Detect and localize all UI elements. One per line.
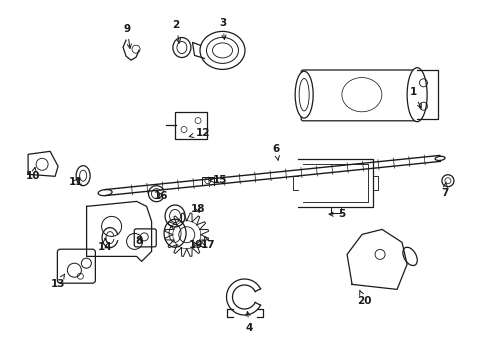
Text: 2: 2 xyxy=(172,20,180,43)
Text: 15: 15 xyxy=(209,175,227,185)
Text: 10: 10 xyxy=(26,167,41,181)
Ellipse shape xyxy=(200,31,244,69)
Text: 17: 17 xyxy=(200,237,215,250)
Text: 20: 20 xyxy=(356,290,371,306)
Ellipse shape xyxy=(434,156,444,161)
Text: 13: 13 xyxy=(50,274,65,289)
Text: 12: 12 xyxy=(189,128,210,138)
Ellipse shape xyxy=(407,68,426,122)
Text: 4: 4 xyxy=(245,312,253,333)
Text: 6: 6 xyxy=(272,144,279,160)
Ellipse shape xyxy=(295,71,312,118)
Text: 9: 9 xyxy=(123,24,131,48)
Text: 5: 5 xyxy=(328,209,345,219)
Text: 8: 8 xyxy=(136,236,142,246)
Text: 3: 3 xyxy=(219,18,225,39)
Text: 11: 11 xyxy=(68,177,83,187)
Text: 16: 16 xyxy=(154,191,168,201)
FancyBboxPatch shape xyxy=(134,229,156,247)
Text: 18: 18 xyxy=(190,204,205,214)
Ellipse shape xyxy=(98,189,112,196)
Text: 1: 1 xyxy=(409,87,421,108)
Text: 7: 7 xyxy=(440,182,448,198)
Text: 14: 14 xyxy=(98,238,112,252)
FancyBboxPatch shape xyxy=(175,112,206,139)
FancyBboxPatch shape xyxy=(57,249,95,283)
Text: 19: 19 xyxy=(188,240,203,250)
Ellipse shape xyxy=(402,247,416,266)
